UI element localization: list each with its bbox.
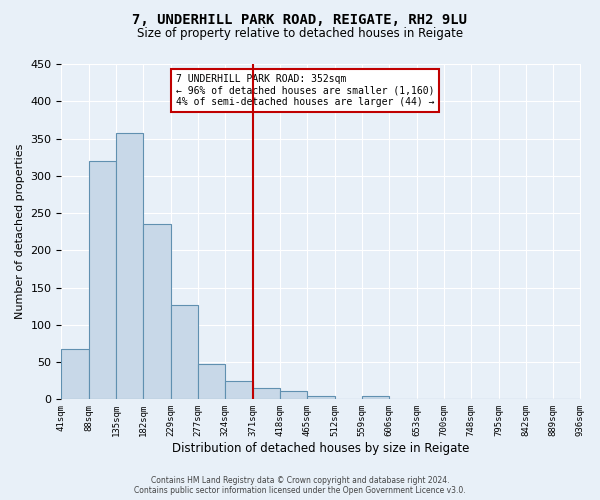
Bar: [553, 398, 580, 400]
Text: 7, UNDERHILL PARK ROAD, REIGATE, RH2 9LU: 7, UNDERHILL PARK ROAD, REIGATE, RH2 9LU: [133, 12, 467, 26]
X-axis label: Distribution of detached houses by size in Reigate: Distribution of detached houses by size …: [172, 442, 470, 455]
Text: 7 UNDERHILL PARK ROAD: 352sqm
← 96% of detached houses are smaller (1,160)
4% of: 7 UNDERHILL PARK ROAD: 352sqm ← 96% of d…: [176, 74, 434, 108]
Bar: [226, 380, 253, 400]
Bar: [143, 224, 170, 400]
Bar: [335, 398, 362, 400]
Bar: [61, 348, 89, 400]
Bar: [89, 161, 116, 400]
Bar: [170, 306, 198, 400]
Bar: [471, 398, 499, 400]
Bar: [116, 132, 143, 400]
Text: Contains HM Land Registry data © Crown copyright and database right 2024.
Contai: Contains HM Land Registry data © Crown c…: [134, 476, 466, 495]
Bar: [307, 396, 335, 400]
Bar: [280, 391, 307, 400]
Bar: [198, 364, 226, 400]
Bar: [253, 388, 280, 400]
Text: Size of property relative to detached houses in Reigate: Size of property relative to detached ho…: [137, 28, 463, 40]
Y-axis label: Number of detached properties: Number of detached properties: [15, 144, 25, 320]
Bar: [362, 396, 389, 400]
Bar: [416, 398, 444, 400]
